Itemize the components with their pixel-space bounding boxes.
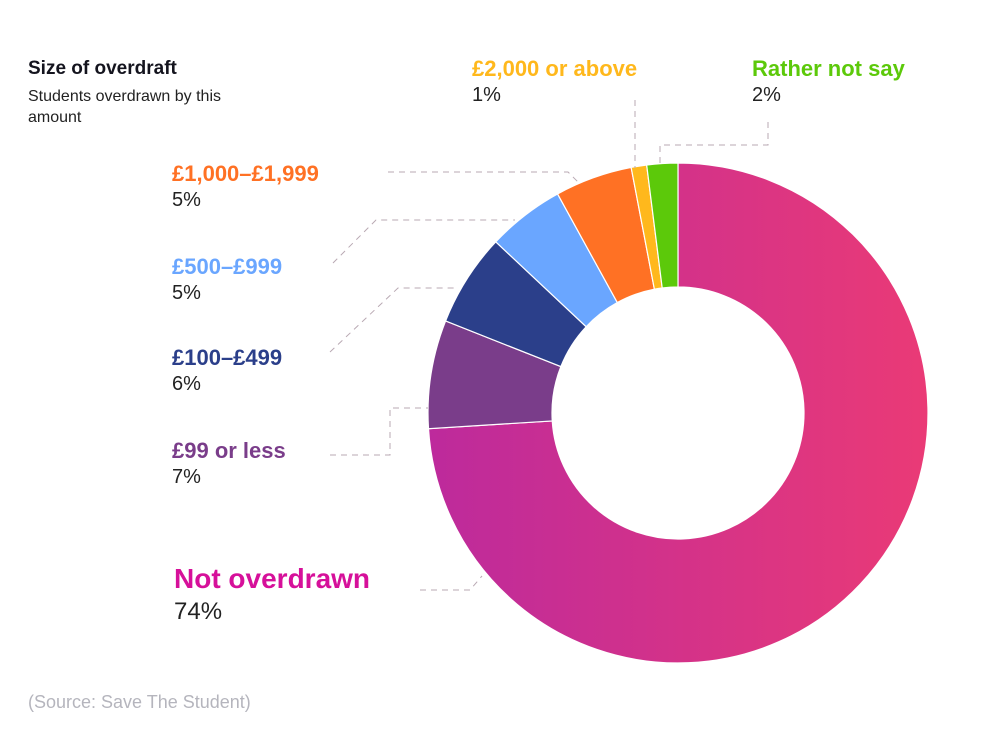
value-1000-1999: 5% (172, 189, 201, 211)
label-1000-1999: £1,000–£1,999 (172, 161, 319, 186)
label-99-or-less: £99 or less (172, 438, 286, 463)
source-note: (Source: Save The Student) (28, 692, 251, 712)
label-not-overdrawn: Not overdrawn (174, 563, 371, 594)
leader-line-1000-1999 (388, 171, 579, 183)
leader-line-99-or-less (330, 407, 428, 456)
chart-subtitle: Students overdrawn by this amount (28, 88, 221, 126)
slice-not-overdrawn (427, 162, 929, 664)
label-100-499: £100–£499 (172, 345, 283, 370)
leader-line-not-overdrawn (420, 575, 483, 591)
value-2000-or-above: 1% (472, 84, 501, 106)
value-rather-not-say: 2% (752, 84, 781, 106)
slice-rather-not-say (645, 162, 679, 289)
value-500-999: 5% (172, 282, 201, 304)
value-100-499: 6% (172, 373, 201, 395)
leader-line-500-999 (332, 219, 515, 264)
value-not-overdrawn: 74% (174, 598, 223, 625)
label-rather-not-say: Rather not say (752, 56, 905, 81)
leader-line-100-499 (329, 287, 455, 353)
leader-line-rather-not-say (659, 122, 769, 164)
label-2000-or-above: £2,000 or above (472, 56, 638, 81)
label-500-999: £500–£999 (172, 254, 283, 279)
value-99-or-less: 7% (172, 466, 201, 488)
chart-title: Size of overdraft (28, 58, 177, 79)
